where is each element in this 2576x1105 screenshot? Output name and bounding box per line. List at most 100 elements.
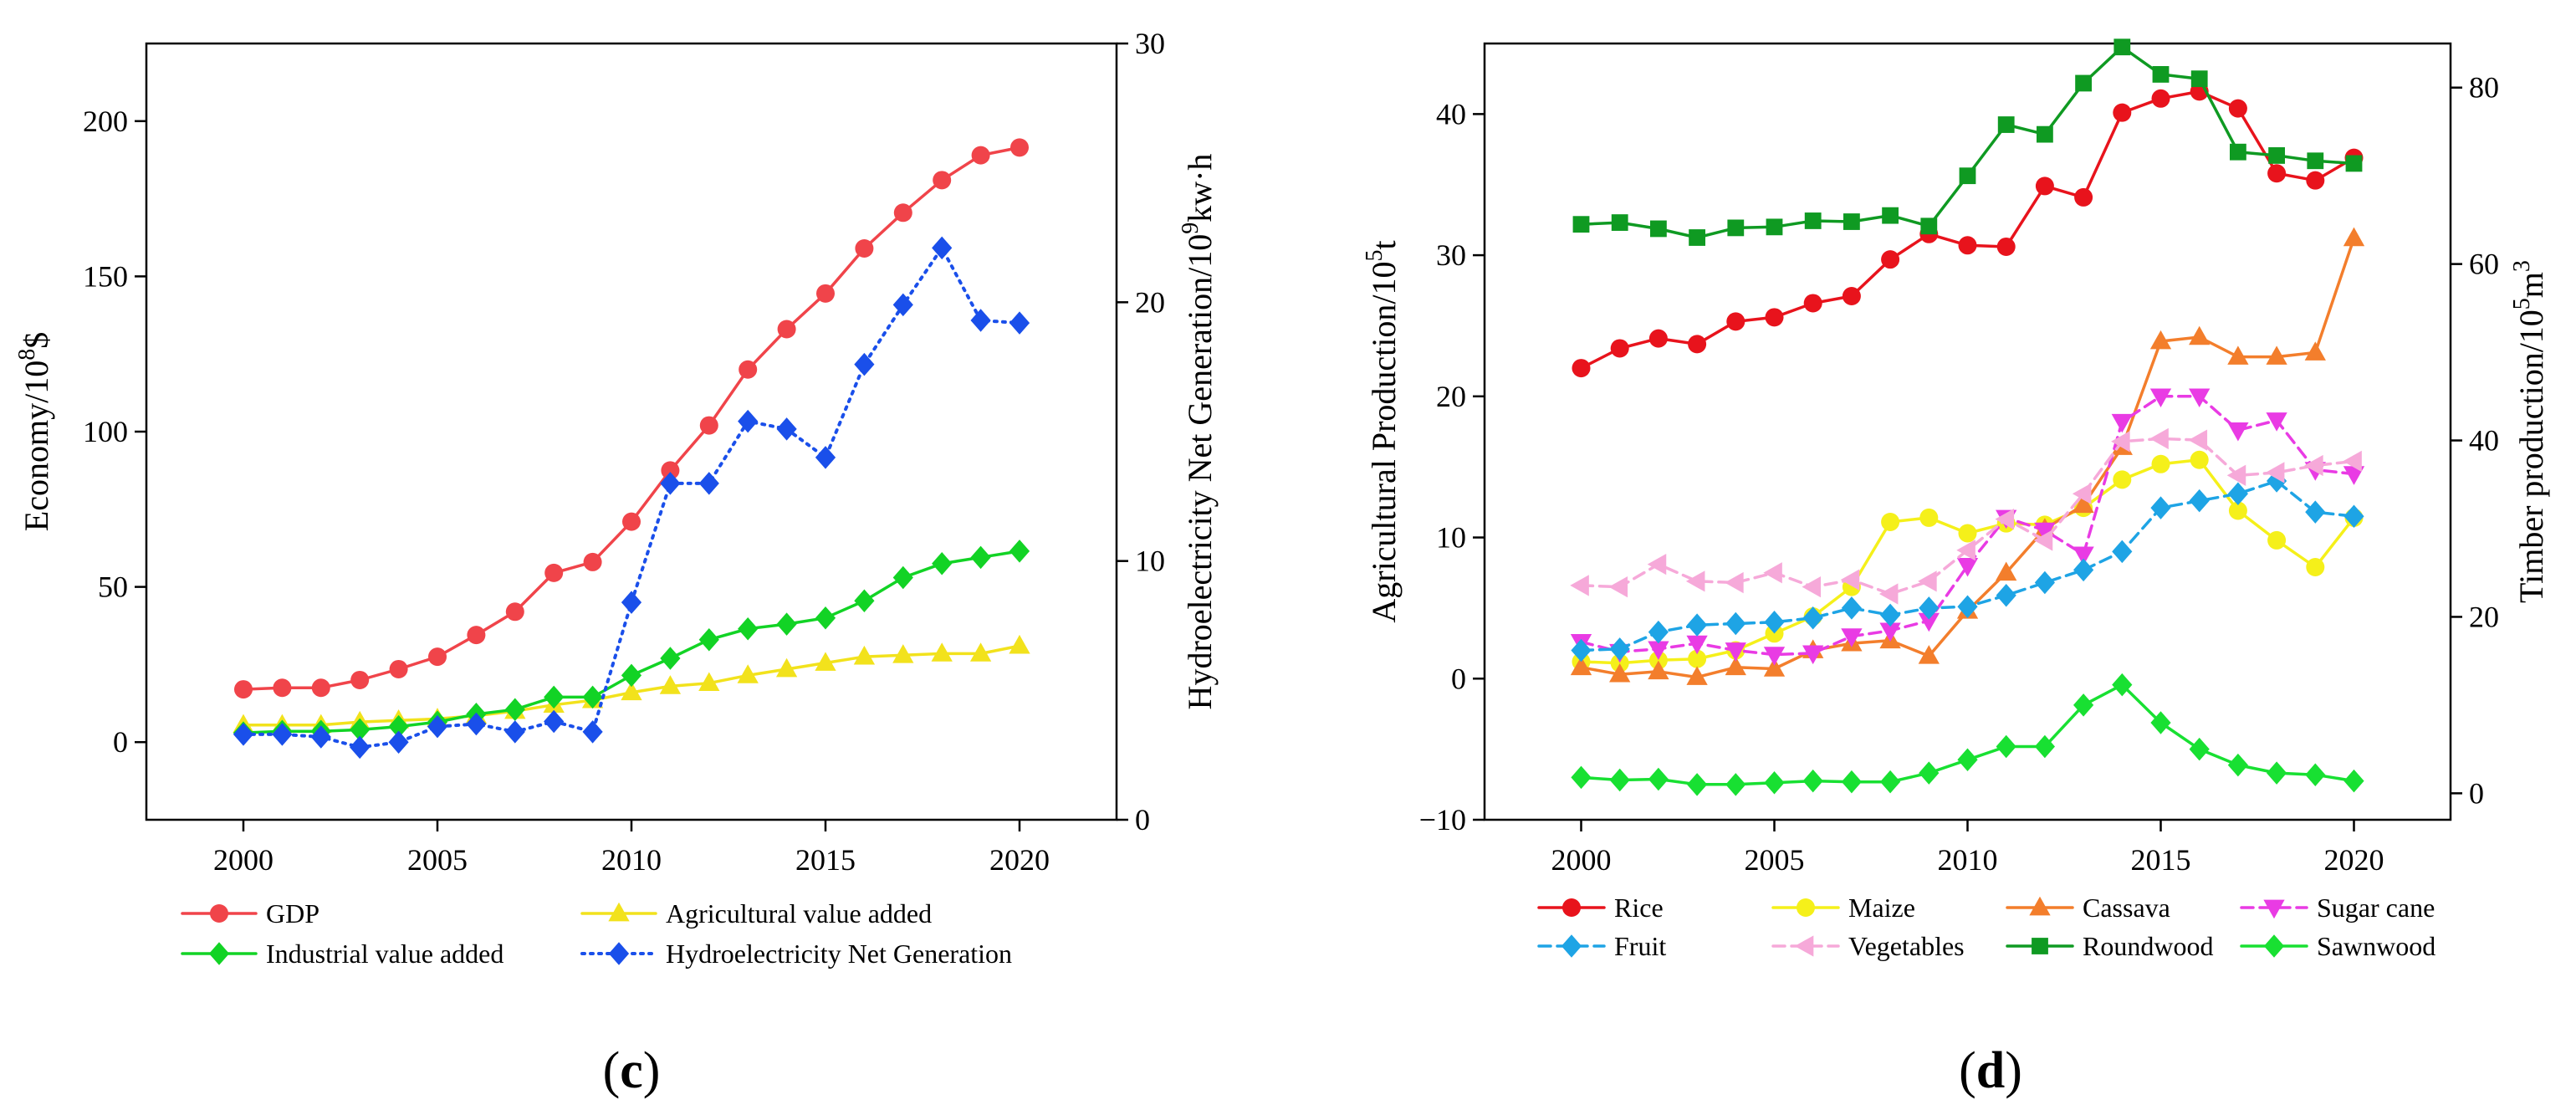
panel-c-point-industrial-value-added (388, 714, 409, 739)
panel-d-point-fruit (1996, 583, 2016, 607)
panel-d-point-cassava (1996, 561, 2017, 581)
panel-d-point-fruit (2227, 482, 2248, 505)
panel-d-point-vegetables (1995, 508, 2015, 530)
panel-d-point-sugar-cane (2111, 413, 2133, 433)
panel-c-series-gdp (234, 138, 1029, 699)
panel-c-point-gdp (1010, 138, 1029, 157)
panel-d-y-tick-label: 30 (1436, 238, 1466, 272)
panel-d-point-sawnwood (2034, 734, 2055, 759)
panel-d-point-roundwood (1766, 218, 1783, 236)
panel-d-x-tick-label: 2000 (1551, 843, 1612, 877)
panel-c-point-hydroelectricity-net-generation (582, 720, 603, 744)
panel-c-x-tick-label: 2005 (407, 843, 468, 877)
panel-d-legend-item-vegetables: Vegetables (1771, 931, 1965, 961)
panel-d-line-roundwood (1579, 45, 2356, 239)
panel-d-point-cassava (1609, 663, 1631, 683)
panel-c-point-agricultural-value-added (931, 642, 953, 662)
panel-d-x-tick-label: 2015 (2131, 843, 2191, 877)
panel-c-point-gdp (389, 659, 408, 678)
panel-d-legend-item-fruit: Fruit (1537, 931, 1666, 961)
panel-d-point-rice (2113, 103, 2132, 122)
panel-c-point-agricultural-value-added (621, 681, 642, 701)
panel-c-point-hydroelectricity-net-generation (504, 720, 525, 744)
panel-d-y-tick-label: 0 (1451, 662, 1466, 695)
panel-c-legend-marker-gdp (210, 904, 228, 923)
panel-d-point-sugar-cane (2227, 422, 2249, 442)
panel-d-point-sawnwood (1764, 770, 1785, 795)
panel-d-point-rice (1803, 294, 1822, 313)
panel-c-point-gdp (350, 670, 370, 689)
panel-d-point-cassava (1648, 660, 1669, 680)
panel-c-y-tick-label: 100 (83, 415, 128, 448)
panel-c-point-industrial-value-added (932, 552, 953, 576)
panel-c-point-industrial-value-added (1009, 540, 1030, 563)
panel-c-x-tick-label: 2010 (601, 843, 662, 877)
panel-c-series-hydroelectricity-net-generation (233, 236, 1030, 760)
panel-d-point-fruit (1802, 606, 1823, 630)
panel-d-point-sawnwood (2305, 763, 2326, 786)
panel-d-point-sugar-cane (2266, 412, 2287, 432)
panel-d-point-vegetables (2304, 454, 2323, 477)
panel-d-series-fruit (1571, 469, 2364, 662)
panel-d-point-roundwood (1920, 217, 1938, 235)
panel-d-legend-item-cassava: Cassava (2006, 893, 2170, 923)
panel-d-legend-item-sawnwood: Sawnwood (2240, 931, 2435, 961)
panel-c-point-gdp (544, 563, 564, 582)
panel-d-point-sugar-cane (1648, 641, 1669, 661)
panel-d-legend-marker-sugar-cane (2263, 899, 2285, 919)
panel-d-point-vegetables (1685, 570, 1705, 592)
panel-c-point-hydroelectricity-net-generation (310, 725, 331, 749)
panel-c-legend-label-industrial-value-added: Industrial value added (266, 939, 503, 969)
panel-d-point-rice (1610, 339, 1629, 358)
panel-d-legend-marker-roundwood (2032, 938, 2048, 954)
panel-c-point-industrial-value-added (660, 647, 681, 670)
panel-d-series-roundwood (1572, 38, 2363, 246)
panel-d-x-tick-label: 2020 (2324, 843, 2384, 877)
panel-d-point-roundwood (2075, 74, 2092, 92)
panel-c-point-industrial-value-added (854, 589, 875, 613)
panel-d-point-rice (2035, 176, 2054, 196)
panel-c-point-agricultural-value-added (853, 645, 876, 665)
panel-c-point-industrial-value-added (544, 685, 565, 709)
panel-c-y2-tick-label: 10 (1135, 545, 1165, 578)
panel-d-y2-tick-label: 0 (2469, 776, 2484, 810)
panel-d-point-fruit (2343, 504, 2364, 528)
panel-c-point-gdp (933, 171, 952, 190)
panel-d-point-maize (1610, 653, 1629, 673)
panel-d-point-vegetables (2343, 450, 2362, 473)
panel-c-point-industrial-value-added (970, 545, 991, 570)
panel-c-legend-item-industrial-value-added: Industrial value added (181, 939, 503, 969)
panel-c-point-industrial-value-added (504, 698, 525, 721)
panel-d-point-sugar-cane (2149, 388, 2172, 408)
panel-d-legend-marker-maize (1797, 898, 1815, 917)
panel-d-point-maize (1919, 508, 1939, 527)
panel-d-point-roundwood (1843, 213, 1860, 230)
panel-c-point-hydroelectricity-net-generation (776, 417, 797, 441)
panel-c-point-gdp (855, 238, 874, 258)
panel-c-legend-marker-agricultural-value-added (608, 902, 630, 922)
panel-c-point-industrial-value-added (892, 565, 913, 590)
panel-c-point-agricultural-value-added (892, 644, 914, 663)
panel-c-point-gdp (505, 602, 524, 622)
panel-d-point-cassava (2073, 494, 2094, 514)
panel-c-point-industrial-value-added (776, 612, 797, 636)
panel-d-point-vegetables (1840, 569, 1860, 591)
panel-d-legend-item-roundwood: Roundwood (2006, 931, 2213, 961)
panel-d-point-cassava (1918, 645, 1940, 664)
panel-d-point-vegetables (2226, 464, 2246, 486)
panel-d-legend-marker-vegetables (1794, 935, 1814, 957)
panel-d-point-roundwood (1689, 229, 1705, 246)
panel-d-series-sugar-cane (1570, 388, 2365, 666)
panel-d-point-fruit (1648, 620, 1669, 644)
panel-c-y2-tick-label: 0 (1135, 803, 1150, 836)
panel-d-point-roundwood (1650, 220, 1667, 238)
panel-c-point-industrial-value-added (815, 606, 836, 630)
panel-c-point-industrial-value-added (350, 718, 371, 742)
panel-d-point-fruit (1919, 596, 1940, 620)
panel-d-point-rice (1958, 236, 1977, 255)
panel-d-point-maize (1881, 512, 1900, 531)
panel-d-point-rice (1842, 287, 1861, 306)
panel-c-y-tick-label: 150 (83, 259, 128, 293)
panel-c-legend-item-gdp: GDP (181, 898, 319, 929)
panel-d-point-fruit (2150, 496, 2171, 519)
